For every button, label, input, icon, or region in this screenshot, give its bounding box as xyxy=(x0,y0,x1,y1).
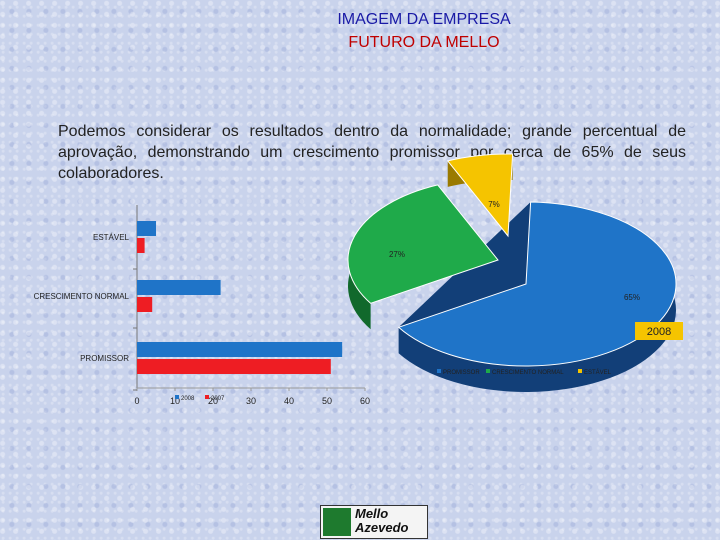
bar-x-tick-label: 40 xyxy=(284,396,294,406)
bar-category-label: ESTÁVEL xyxy=(93,233,130,242)
logo-line-1: Mello xyxy=(355,506,389,521)
pie-legend-swatch xyxy=(437,369,441,373)
bar-category-label: CRESCIMENTO NORMAL xyxy=(34,292,130,301)
company-logo: Mello Azevedo xyxy=(320,505,428,539)
body-paragraph: Podemos considerar os resultados dentro … xyxy=(58,123,686,182)
bar-legend-swatch xyxy=(175,395,179,399)
bar-2007 xyxy=(137,359,331,374)
bar-x-tick-label: 60 xyxy=(360,396,370,406)
logo-mark-icon xyxy=(323,508,351,536)
pie-legend-swatch xyxy=(486,369,490,373)
bar-2008 xyxy=(137,342,343,357)
pie-value-label: 27% xyxy=(389,250,405,259)
pie-value-label: 7% xyxy=(488,200,500,209)
pie-slice xyxy=(446,153,514,238)
bar-x-tick-label: 10 xyxy=(170,396,180,406)
bar-chart: 0 10 20 30 40 50 60 PROMISSOR CRESCIMENTO NORMAL… xyxy=(34,205,370,406)
bar-category-label: PROMISSOR xyxy=(80,354,129,363)
bar-x-tick-label: 30 xyxy=(246,396,256,406)
bar-x-tick-label: 50 xyxy=(322,396,332,406)
pie-legend-label: ESTÁVEL xyxy=(584,369,612,376)
bar-x-tick-label: 20 xyxy=(208,396,218,406)
pie-legend-label: PROMISSOR xyxy=(443,370,480,376)
logo-text: Mello Azevedo xyxy=(355,507,408,535)
pie-legend-label: CRESCIMENTO NORMAL xyxy=(492,370,564,376)
bar-2007 xyxy=(137,297,153,312)
pie-legend-swatch xyxy=(578,369,582,373)
logo-line-2: Azevedo xyxy=(355,520,409,535)
pie-title: 2008 xyxy=(647,326,671,338)
slide-subtitle: FUTURO DA MELLO xyxy=(348,34,500,51)
pie-chart: 65% 27% 7% 2008 PROMISSOR CRESCIMENTO NORMAL E… xyxy=(347,153,683,393)
bar-legend-label: 2008 xyxy=(181,396,195,402)
bar-x-tick-label: 0 xyxy=(134,396,139,406)
bar-legend-swatch xyxy=(205,395,209,399)
pie-slice xyxy=(347,184,499,304)
slide-title: IMAGEM DA EMPRESA xyxy=(337,11,511,28)
pie-value-label: 65% xyxy=(624,293,640,302)
bar-2007 xyxy=(137,238,145,253)
pie-title-box xyxy=(635,322,683,340)
bar-2008 xyxy=(137,221,156,236)
bar-2008 xyxy=(137,280,221,295)
bar-legend-label: 2007 xyxy=(211,396,225,402)
